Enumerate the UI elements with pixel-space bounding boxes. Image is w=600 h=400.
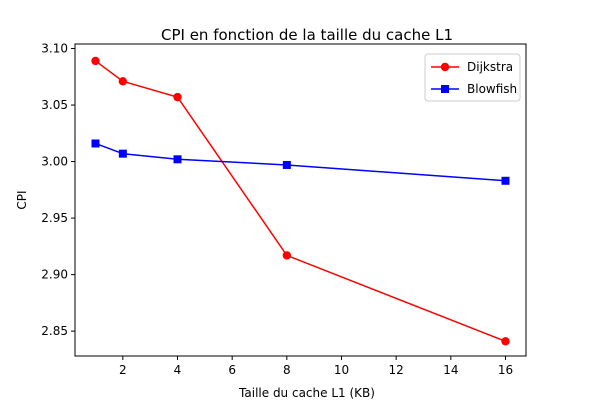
x-tick-label: 10 <box>334 363 349 377</box>
y-tick-label: 2.95 <box>41 211 68 225</box>
x-tick-label: 12 <box>389 363 404 377</box>
y-tick-label: 3.00 <box>41 155 68 169</box>
legend-label-blowfish: Blowfish <box>467 82 517 96</box>
data-point-dijkstra <box>282 251 292 260</box>
legend: Dijkstra Blowfish <box>424 53 521 102</box>
y-axis-label: CPI <box>15 190 29 209</box>
y-tick-label: 3.05 <box>41 98 68 112</box>
x-tick-label: 8 <box>283 363 291 377</box>
x-axis: 2 4 6 8 10 12 14 16 <box>119 356 513 377</box>
legend-marker-blowfish <box>441 85 449 93</box>
x-tick-label: 16 <box>498 363 513 377</box>
data-point-dijkstra <box>501 337 510 346</box>
x-tick-label: 6 <box>228 363 236 377</box>
x-tick-label: 14 <box>443 363 458 377</box>
data-point-blowfish <box>501 176 510 185</box>
chart-title: CPI en fonction de la taille du cache L1 <box>161 26 453 44</box>
data-point-dijkstra <box>118 77 128 86</box>
y-tick-label: 3.10 <box>41 42 68 56</box>
y-tick-label: 2.90 <box>41 268 68 282</box>
plot-frame <box>74 43 527 357</box>
y-tick-label: 2.85 <box>41 324 68 338</box>
x-axis-label: Taille du cache L1 (KB) <box>238 386 375 400</box>
legend-marker-dijkstra <box>440 62 450 72</box>
series-layer <box>91 56 510 346</box>
x-tick-label: 2 <box>119 363 127 377</box>
x-tick-label: 4 <box>174 363 182 377</box>
data-point-dijkstra <box>91 56 100 66</box>
data-point-blowfish <box>118 149 127 158</box>
data-point-blowfish <box>282 160 291 169</box>
data-point-dijkstra <box>173 92 182 102</box>
data-point-blowfish <box>173 155 182 164</box>
data-point-blowfish <box>91 139 100 148</box>
legend-label-dijkstra: Dijkstra <box>467 60 513 74</box>
y-axis: 2.85 2.90 2.95 3.00 3.05 3.10 <box>41 42 75 338</box>
